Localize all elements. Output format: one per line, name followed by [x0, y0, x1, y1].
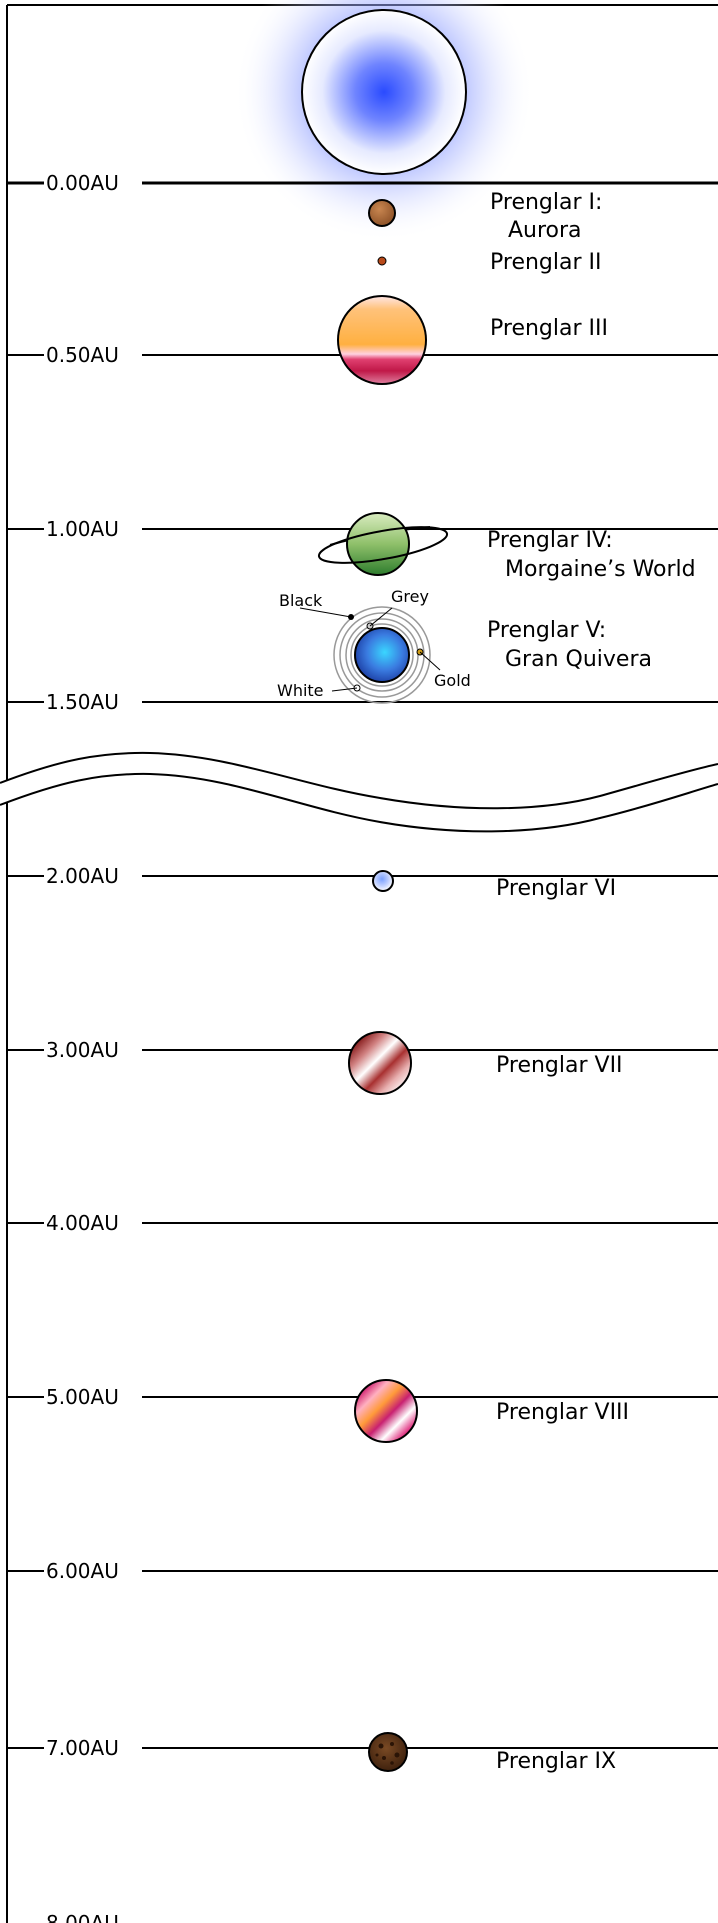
- au-label-1-50: 1.50AU: [46, 690, 119, 714]
- planet-prenglar-ii: [377, 256, 387, 266]
- planet-prenglar-iv-label-line1: Prenglar IV:: [487, 528, 613, 553]
- distance-lines: [7, 181, 718, 1749]
- au-label-0-50: 0.50AU: [46, 343, 119, 367]
- planet-prenglar-vii-label: Prenglar VII: [496, 1053, 623, 1078]
- planet-prenglar-vi-label: Prenglar VI: [496, 876, 616, 901]
- moon-black-leader: [299, 607, 352, 618]
- planet-prenglar-i-label-line2: Aurora: [508, 218, 582, 243]
- au-label-2-00: 2.00AU: [46, 864, 119, 888]
- planet-prenglar-v: [354, 627, 410, 683]
- au-label-6-00: 6.00AU: [46, 1559, 119, 1583]
- scale-break: [0, 751, 718, 833]
- planet-prenglar-ix: [368, 1732, 408, 1772]
- planet-prenglar-vi: [372, 870, 394, 892]
- distance-labels: 0.00AU 0.50AU 1.00AU 1.50AU 2.00AU 3.00A…: [46, 171, 119, 1923]
- moon-orbit-gold: [333, 606, 431, 704]
- moon-orbit-black: [345, 618, 419, 692]
- au-label-1-00: 1.00AU: [46, 517, 119, 541]
- moon-orbit-grey: [350, 623, 414, 687]
- star-prenglar: [301, 9, 467, 175]
- planet-prenglar-i-label-line1: Prenglar I:: [490, 190, 602, 215]
- planet-prenglar-v-system: [299, 606, 441, 704]
- au-label-4-00: 4.00AU: [46, 1211, 119, 1235]
- moon-grey-label: Grey: [391, 587, 429, 606]
- scale-break-upper-curve: [0, 751, 718, 810]
- moon-gold-label: Gold: [434, 671, 471, 690]
- au-label-8-00: 8.00AU: [46, 1911, 119, 1923]
- planet-prenglar-v-label-line2: Gran Quivera: [505, 647, 652, 672]
- moon-white-leader: [331, 687, 358, 692]
- planet-prenglar-v-label-line1: Prenglar V:: [487, 618, 606, 643]
- scale-break-lower-curve: [0, 772, 718, 833]
- planet-prenglar-vii: [348, 1031, 412, 1095]
- planet-prenglar-ix-texture: [375, 1742, 400, 1765]
- planet-prenglar-viii: [354, 1379, 418, 1443]
- au-label-7-00: 7.00AU: [46, 1736, 119, 1760]
- planet-prenglar-ii-label: Prenglar II: [490, 250, 602, 275]
- moon-white-label: White: [277, 681, 324, 700]
- moon-gold-leader: [419, 651, 441, 671]
- planet-prenglar-i: [368, 199, 396, 227]
- au-label-3-00: 3.00AU: [46, 1038, 119, 1062]
- planet-prenglar-iv-label-line2: Morgaine’s World: [505, 557, 696, 582]
- planet-prenglar-ix-label: Prenglar IX: [496, 1749, 616, 1774]
- planet-prenglar-iv-ring: [317, 526, 449, 564]
- au-label-0-00: 0.00AU: [46, 171, 119, 195]
- au-label-5-00: 5.00AU: [46, 1385, 119, 1409]
- planet-prenglar-iii: [337, 295, 427, 385]
- planet-prenglar-iii-label: Prenglar III: [490, 316, 608, 341]
- moon-black-label: Black: [279, 591, 323, 610]
- planet-prenglar-iv: [317, 512, 449, 576]
- planet-prenglar-viii-label: Prenglar VIII: [496, 1400, 629, 1425]
- moon-grey-leader: [369, 607, 393, 627]
